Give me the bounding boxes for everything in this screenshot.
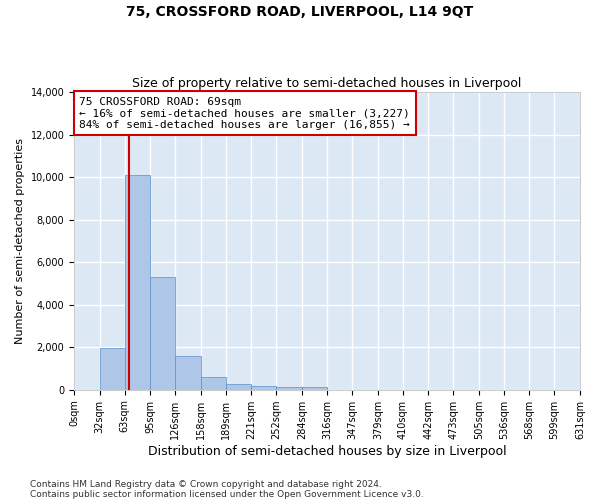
Bar [175, 356, 201, 390]
Bar [251, 386, 276, 390]
Bar [201, 376, 226, 390]
Bar [276, 386, 302, 390]
Bar [100, 348, 125, 390]
Title: Size of property relative to semi-detached houses in Liverpool: Size of property relative to semi-detach… [133, 76, 522, 90]
Bar [226, 384, 251, 390]
X-axis label: Distribution of semi-detached houses by size in Liverpool: Distribution of semi-detached houses by … [148, 444, 506, 458]
Bar [151, 277, 175, 390]
Bar [302, 388, 328, 390]
Text: 75, CROSSFORD ROAD, LIVERPOOL, L14 9QT: 75, CROSSFORD ROAD, LIVERPOOL, L14 9QT [127, 5, 473, 19]
Text: Contains HM Land Registry data © Crown copyright and database right 2024.
Contai: Contains HM Land Registry data © Crown c… [30, 480, 424, 499]
Text: 75 CROSSFORD ROAD: 69sqm
← 16% of semi-detached houses are smaller (3,227)
84% o: 75 CROSSFORD ROAD: 69sqm ← 16% of semi-d… [79, 96, 410, 130]
Y-axis label: Number of semi-detached properties: Number of semi-detached properties [15, 138, 25, 344]
Bar [125, 175, 151, 390]
